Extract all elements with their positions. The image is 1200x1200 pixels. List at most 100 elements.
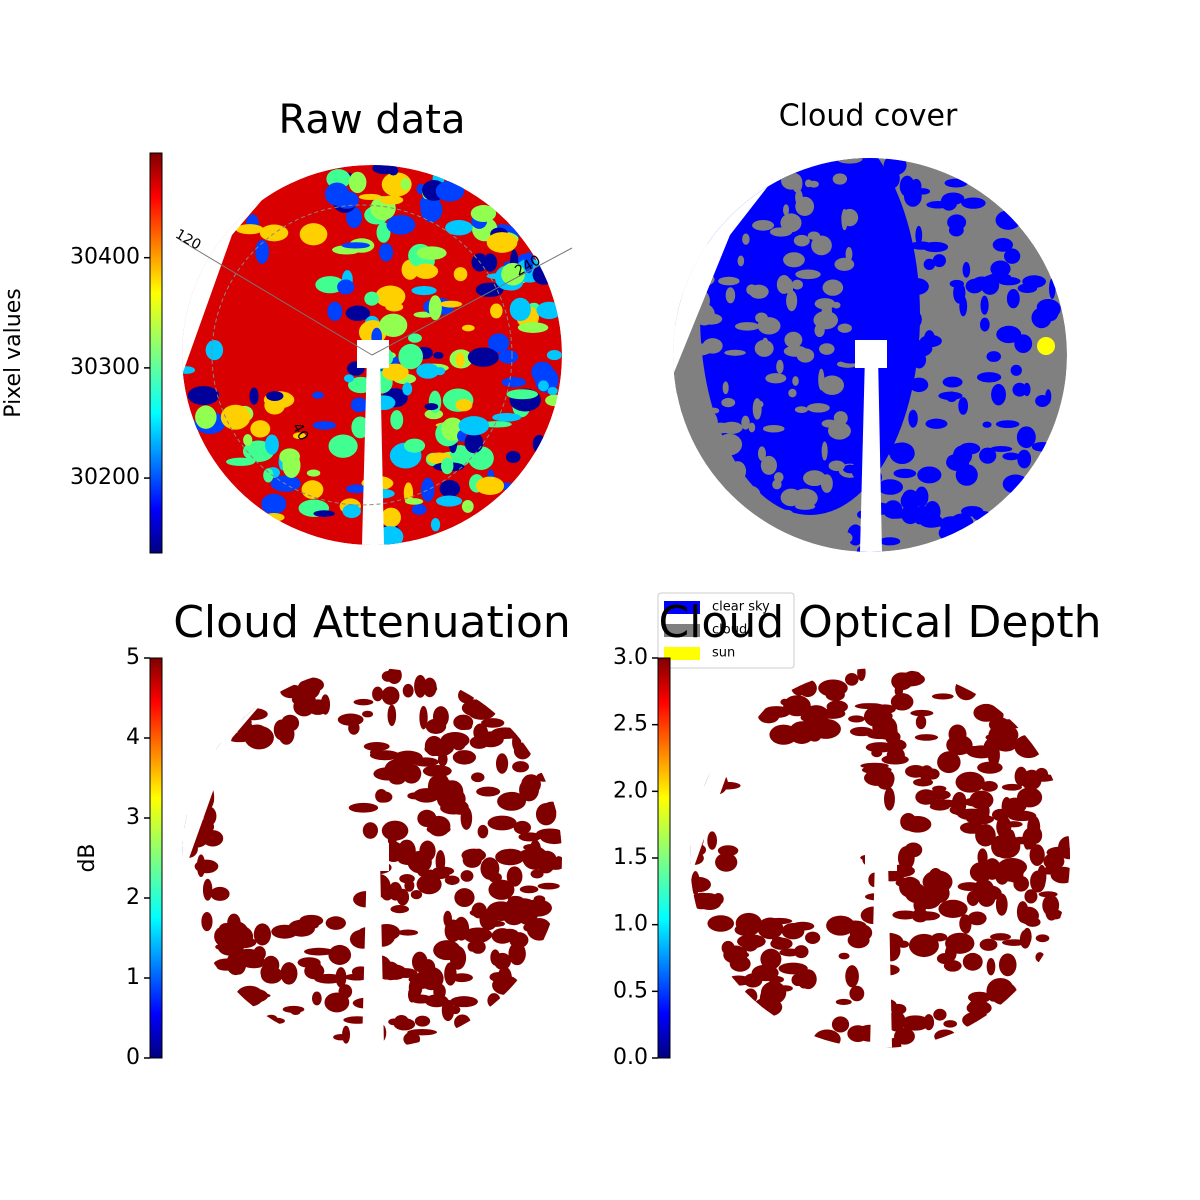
image-blob <box>752 997 783 1017</box>
image-blob <box>870 314 879 324</box>
image-blob <box>991 383 1006 406</box>
image-blob <box>881 754 909 765</box>
image-blob <box>512 732 522 752</box>
image-blob <box>1019 930 1031 949</box>
image-blob <box>893 468 917 479</box>
image-blob <box>537 850 557 867</box>
image-blob <box>414 674 427 698</box>
image-blob <box>909 241 933 250</box>
image-blob <box>754 339 774 357</box>
image-blob <box>874 704 896 714</box>
image-blob <box>987 273 1012 282</box>
image-blob <box>386 668 402 685</box>
image-blob <box>909 377 929 393</box>
image-blob <box>196 854 206 878</box>
image-blob <box>1035 952 1045 963</box>
legend-swatch <box>664 601 700 614</box>
image-blob <box>1045 904 1058 921</box>
image-blob <box>847 932 870 949</box>
image-blob <box>890 693 914 711</box>
image-blob <box>931 693 954 700</box>
image-blob <box>932 254 946 268</box>
legend-label: sun <box>712 646 735 661</box>
image-blob <box>453 714 474 731</box>
colorbar <box>149 152 163 554</box>
image-blob <box>284 974 295 984</box>
image-blob <box>481 718 505 728</box>
image-blob <box>533 895 546 904</box>
image-blob <box>811 235 832 256</box>
image-blob <box>458 416 490 436</box>
image-blob <box>488 879 515 900</box>
image-blob <box>726 975 751 986</box>
image-blob <box>783 695 811 717</box>
image-blob <box>410 994 432 1004</box>
image-blob <box>1012 382 1027 397</box>
image-blob <box>413 311 434 318</box>
image-blob <box>957 882 982 891</box>
image-blob <box>205 340 224 361</box>
colorbar-tick-label: 2 <box>126 885 140 910</box>
image-blob <box>942 376 963 388</box>
image-blob <box>297 678 321 700</box>
image-blob <box>792 376 799 386</box>
image-blob <box>545 394 562 407</box>
image-blob <box>780 698 789 706</box>
image-blob <box>412 757 439 767</box>
image-blob <box>889 442 915 465</box>
image-blob <box>780 213 802 233</box>
image-blob <box>953 792 967 808</box>
image-blob <box>856 243 877 252</box>
image-blob <box>959 822 985 834</box>
image-blob <box>437 751 448 767</box>
image-blob <box>287 919 316 937</box>
image-blob <box>384 759 410 782</box>
image-blob <box>509 932 529 949</box>
image-blob <box>911 908 929 923</box>
image-blob <box>1004 248 1021 264</box>
image-blob <box>1045 389 1052 404</box>
sky-image <box>182 165 562 545</box>
image-blob <box>408 974 436 985</box>
image-blob <box>900 812 917 831</box>
image-blob <box>502 905 526 926</box>
image-blob <box>413 263 439 279</box>
image-blob <box>990 981 1018 1006</box>
image-blob <box>832 531 853 545</box>
image-blob <box>995 420 1020 428</box>
image-blob <box>547 386 558 396</box>
image-blob <box>901 1015 930 1031</box>
image-blob <box>876 772 894 790</box>
colorbar-tick-label: 30200 <box>70 465 140 490</box>
image-blob <box>470 205 497 222</box>
image-blob <box>917 466 942 484</box>
image-blob <box>933 1008 947 1021</box>
polar-label: 120 <box>172 226 203 253</box>
image-blob <box>266 391 284 401</box>
image-blob <box>760 948 782 970</box>
panel-title: Cloud cover <box>779 99 958 134</box>
image-blob <box>872 715 898 740</box>
image-blob <box>752 220 775 231</box>
image-blob <box>506 866 523 887</box>
image-blob <box>430 517 441 532</box>
image-blob <box>853 370 864 387</box>
image-blob <box>364 291 380 306</box>
image-blob <box>765 917 793 925</box>
image-blob <box>765 373 787 384</box>
image-blob <box>779 509 793 518</box>
image-blob <box>426 824 451 835</box>
image-blob <box>779 948 801 957</box>
image-blob <box>462 852 481 865</box>
image-blob <box>410 890 423 900</box>
image-blob <box>501 262 525 286</box>
image-blob <box>790 921 815 931</box>
image-blob <box>454 888 475 908</box>
image-blob <box>424 735 444 757</box>
image-blob <box>949 805 966 815</box>
image-blob <box>432 706 449 728</box>
panel-title: Cloud Optical Depth <box>658 597 1101 648</box>
image-blob <box>324 992 350 1013</box>
image-blob <box>990 933 1012 941</box>
image-blob <box>797 971 811 989</box>
